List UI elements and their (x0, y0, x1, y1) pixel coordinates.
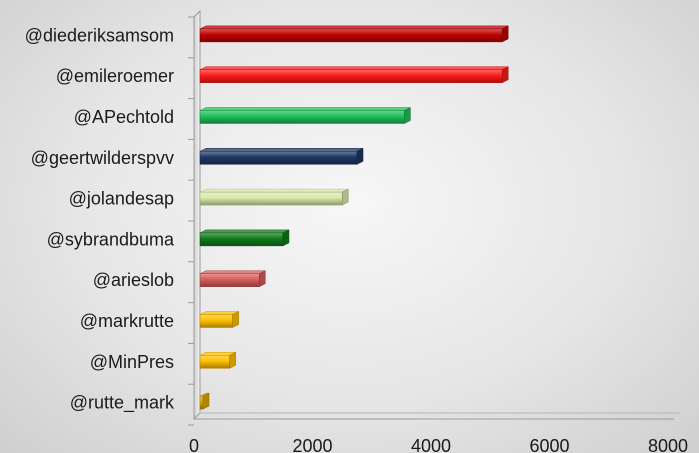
bar-markrutte (199, 311, 239, 328)
category-label: @APechtold (74, 107, 174, 127)
x-tick-label: 6000 (529, 436, 569, 453)
category-label: @markrutte (80, 311, 174, 331)
bar-rutte-mark (199, 392, 210, 410)
category-label: @diederiksamsom (25, 25, 174, 45)
category-label: @arieslob (93, 270, 174, 290)
category-labels: @diederiksamsom @emileroemer @APechtold @ge… (25, 25, 175, 413)
category-label: @jolandesap (69, 189, 174, 209)
bar-arieslob (199, 270, 266, 288)
category-label: @emileroemer (56, 66, 174, 86)
bar-jolandesap (199, 188, 349, 206)
x-tick-labels: 0 2000 4000 6000 8000 (189, 436, 688, 453)
chart-side-wall (193, 9, 201, 421)
category-label: @rutte_mark (70, 393, 175, 414)
bar-apechtold (199, 107, 411, 124)
x-tick-label: 8000 (648, 436, 688, 453)
bar-sybrandbuma (199, 229, 290, 247)
chart-bars (199, 25, 509, 410)
x-tick-label: 2000 (292, 436, 332, 453)
bar-emileroemer (199, 66, 509, 84)
bar-geertwilderspvv (199, 147, 364, 165)
chart-axes (188, 9, 680, 426)
bar-diederiksamsom (199, 25, 509, 43)
x-tick-label: 0 (189, 436, 199, 453)
category-label: @MinPres (90, 352, 174, 372)
category-label: @sybrandbuma (47, 229, 175, 249)
category-label: @geertwilderspvv (31, 148, 174, 168)
x-tick-label: 4000 (411, 436, 451, 453)
bar-minpres (199, 351, 236, 369)
